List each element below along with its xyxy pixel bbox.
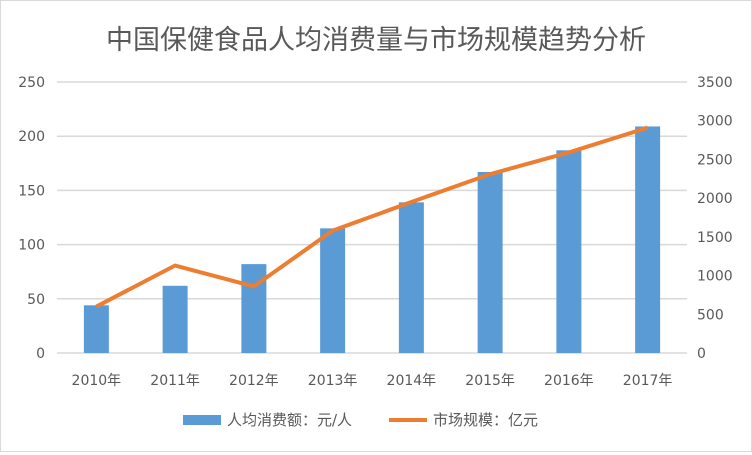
x-tick-label: 2011年 (150, 373, 200, 389)
legend: 人均消费额：元/人 市场规模：亿元 (183, 411, 538, 429)
x-tick-label: 2016年 (544, 373, 594, 389)
y-right-tick-label: 3500 (697, 75, 733, 91)
y-left-tick-label: 50 (27, 292, 45, 308)
legend-label-bar: 人均消费额：元/人 (227, 411, 352, 429)
y-left-tick-label: 150 (18, 183, 45, 199)
y-left-tick-label: 100 (18, 238, 45, 254)
y-left-tick-label: 200 (18, 129, 45, 145)
bar-2011年 (163, 286, 188, 353)
x-tick-label: 2014年 (387, 373, 437, 389)
bar-2010年 (84, 305, 109, 353)
bar-2013年 (320, 228, 345, 353)
x-tick-label: 2012年 (229, 373, 279, 389)
bar-2015年 (478, 172, 503, 353)
y-right-tick-label: 2500 (697, 152, 733, 168)
x-tick-label: 2017年 (623, 373, 673, 389)
x-tick-label: 2010年 (72, 373, 122, 389)
y-right-tick-label: 500 (697, 307, 724, 323)
y-right-tick-label: 3000 (697, 114, 733, 130)
legend-label-line: 市场规模：亿元 (433, 411, 538, 429)
y-left-tick-label: 0 (36, 346, 45, 362)
y-right-tick-label: 2000 (697, 191, 733, 207)
y-right-tick-label: 1500 (697, 230, 733, 246)
bar-2016年 (556, 150, 581, 353)
y-left-tick-label: 250 (18, 75, 45, 91)
bar-2012年 (241, 264, 266, 353)
x-tick-label: 2013年 (308, 373, 358, 389)
y-right-tick-label: 1000 (697, 269, 733, 285)
bar-2017年 (635, 126, 660, 353)
legend-swatch-bar (183, 415, 221, 425)
y-right-tick-label: 0 (697, 346, 706, 362)
bar-2014年 (399, 202, 424, 353)
x-tick-label: 2015年 (465, 373, 515, 389)
chart-title: 中国保健食品人均消费量与市场规模趋势分析 (106, 25, 646, 56)
